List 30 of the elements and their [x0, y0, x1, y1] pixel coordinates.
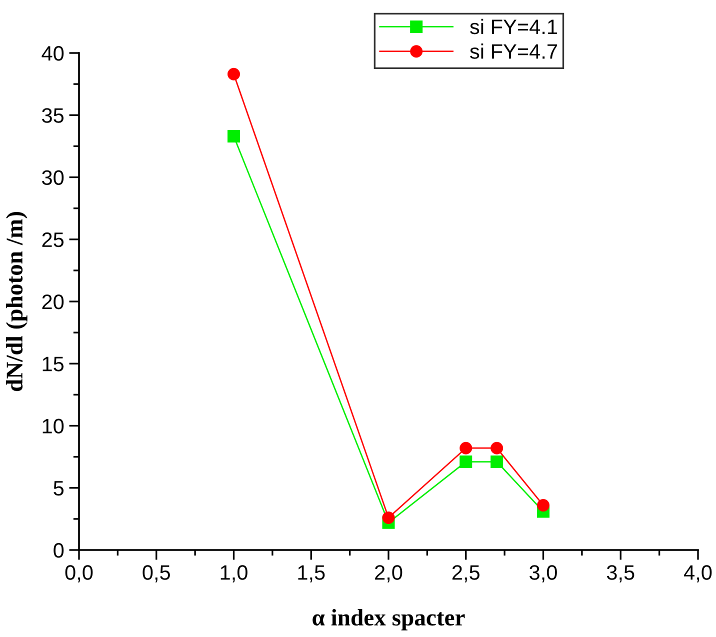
x-tick-label: 3,0	[530, 565, 557, 582]
y-tick-label: 5	[54, 481, 64, 496]
point	[460, 456, 472, 468]
x-tick-label: 0,0	[65, 565, 93, 582]
point	[490, 442, 504, 454]
y-tick-label: 15	[42, 356, 64, 372]
point	[537, 499, 550, 512]
y-tick-label: 20	[42, 294, 64, 310]
x-tick-label: 0,5	[142, 565, 170, 582]
point	[490, 456, 504, 468]
x-tick-label: 1,0	[220, 565, 248, 582]
legend-label: si FY=4.7	[470, 44, 558, 59]
point	[228, 130, 240, 142]
x-tick-label: 1,5	[298, 565, 325, 582]
y-tick-label: 40	[42, 46, 64, 61]
x-tick-label: 4,0	[684, 565, 712, 582]
point	[228, 68, 240, 80]
legend-label: si FY=4.1	[470, 18, 558, 34]
point	[382, 511, 395, 524]
y-axis-title: dN/dl (photon /m)	[6, 212, 28, 392]
point	[460, 442, 472, 454]
x-tick-label: 3,5	[606, 565, 634, 582]
y-tick-label: 10	[42, 418, 64, 434]
x-tick-label: 2,5	[452, 565, 480, 582]
x-tick-label: 2,0	[375, 565, 402, 582]
x-axis-title: α index spacter	[312, 609, 465, 630]
y-tick-label: 30	[42, 170, 64, 186]
y-tick-label: 0	[54, 543, 64, 558]
y-tick-label: 35	[42, 108, 64, 123]
y-tick-label: 25	[42, 232, 64, 248]
